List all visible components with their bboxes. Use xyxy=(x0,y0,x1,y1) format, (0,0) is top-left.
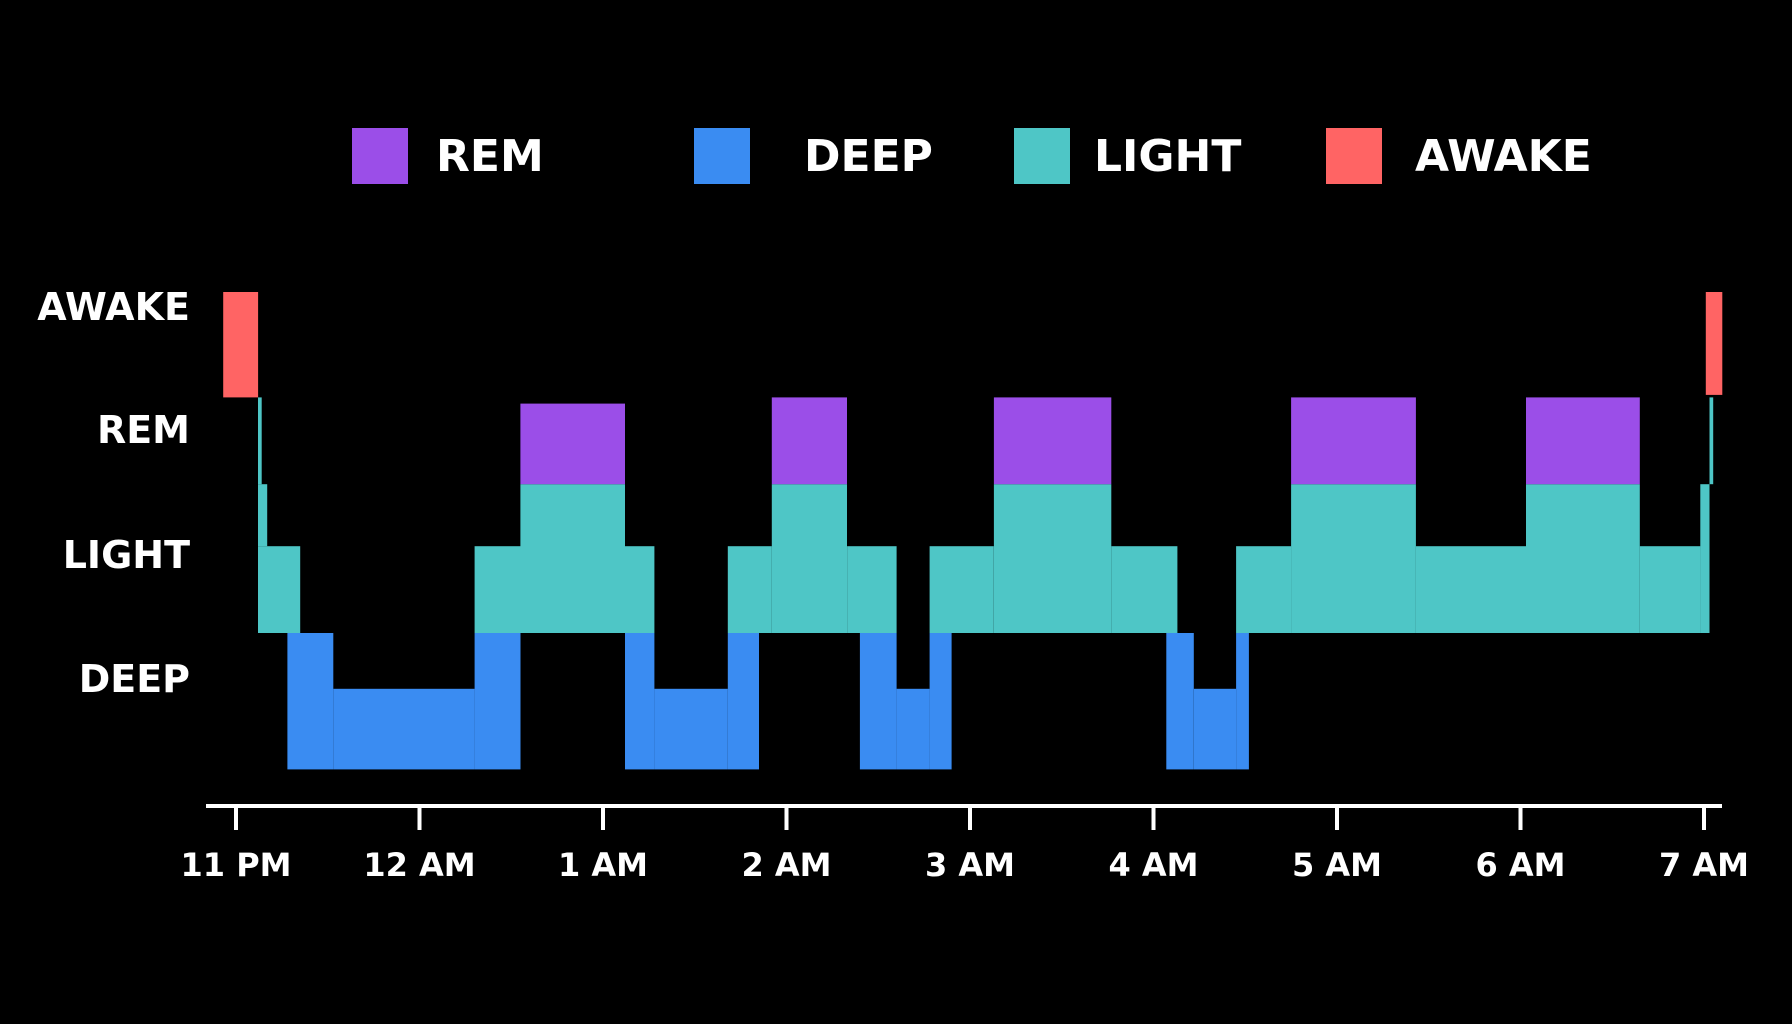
rem-segment-1 xyxy=(771,397,847,485)
deep-segment-7 xyxy=(896,688,930,770)
legend-swatch-deep xyxy=(694,128,750,184)
light-segment-11 xyxy=(1111,546,1178,633)
legend-label-rem: REM xyxy=(436,131,544,182)
deep-segment-3 xyxy=(625,633,655,770)
light-segment-1 xyxy=(258,484,268,547)
awake-segment-1 xyxy=(1705,292,1723,395)
deep-segment-6 xyxy=(859,633,897,770)
light-segment-13 xyxy=(1291,484,1416,633)
stage-segments xyxy=(223,292,1723,770)
deep-segment-1 xyxy=(333,688,475,770)
x-axis: 11 PM 12 AM 1 AM 2 AM 3 AM 4 AM 5 AM 6 AM 7 AM xyxy=(181,804,1749,884)
rem-segment-3 xyxy=(1291,397,1416,485)
legend: REM DEEP LIGHT AWAKE xyxy=(352,128,1592,184)
legend-swatch-light xyxy=(1014,128,1070,184)
light-segment-9 xyxy=(929,546,994,633)
y-label-rem: REM xyxy=(97,408,190,452)
light-segment-12 xyxy=(1236,546,1292,633)
light-segment-10 xyxy=(993,484,1112,633)
light-segment-7 xyxy=(771,484,847,633)
x-tick-label-8: 7 AM xyxy=(1659,846,1749,884)
y-label-deep: DEEP xyxy=(79,657,190,701)
deep-segment-5 xyxy=(727,633,759,770)
x-tick-label-0: 11 PM xyxy=(181,846,292,884)
light-segment-2 xyxy=(258,546,301,633)
light-segment-14 xyxy=(1415,546,1526,633)
light-segment-4 xyxy=(520,484,625,633)
x-axis-ticks: 11 PM 12 AM 1 AM 2 AM 3 AM 4 AM 5 AM 6 AM 7 AM xyxy=(181,806,1749,884)
deep-segment-2 xyxy=(474,633,521,770)
x-tick-label-4: 3 AM xyxy=(925,846,1015,884)
deep-segment-11 xyxy=(1236,633,1249,770)
rem-segment-0 xyxy=(520,403,625,485)
legend-swatch-rem xyxy=(352,128,408,184)
x-tick-label-2: 1 AM xyxy=(558,846,648,884)
light-segment-0 xyxy=(258,397,262,485)
x-tick-label-6: 5 AM xyxy=(1292,846,1382,884)
deep-segment-0 xyxy=(287,633,334,770)
rem-segment-2 xyxy=(993,397,1112,485)
light-segment-16 xyxy=(1639,546,1701,633)
light-segment-15 xyxy=(1526,484,1640,633)
x-tick-label-5: 4 AM xyxy=(1108,846,1198,884)
light-segment-8 xyxy=(847,546,897,633)
legend-swatch-awake xyxy=(1326,128,1382,184)
light-segment-17 xyxy=(1700,484,1710,633)
x-tick-label-1: 12 AM xyxy=(363,846,475,884)
rem-segment-4 xyxy=(1526,397,1640,485)
deep-segment-10 xyxy=(1193,688,1237,770)
deep-segment-9 xyxy=(1166,633,1194,770)
x-tick-label-7: 6 AM xyxy=(1475,846,1565,884)
awake-segment-0 xyxy=(223,292,259,398)
y-label-light: LIGHT xyxy=(63,533,190,577)
x-tick-label-3: 2 AM xyxy=(741,846,831,884)
y-label-awake: AWAKE xyxy=(37,285,190,329)
light-segment-6 xyxy=(727,546,772,633)
light-segment-5 xyxy=(625,546,655,633)
legend-label-deep: DEEP xyxy=(804,131,933,182)
light-segment-3 xyxy=(474,546,521,633)
y-axis-labels: AWAKE REM LIGHT DEEP xyxy=(37,285,190,701)
legend-label-light: LIGHT xyxy=(1094,131,1241,182)
legend-label-awake: AWAKE xyxy=(1415,131,1592,182)
deep-segment-4 xyxy=(654,688,728,770)
deep-segment-8 xyxy=(929,633,952,770)
light-segment-18 xyxy=(1709,397,1714,485)
